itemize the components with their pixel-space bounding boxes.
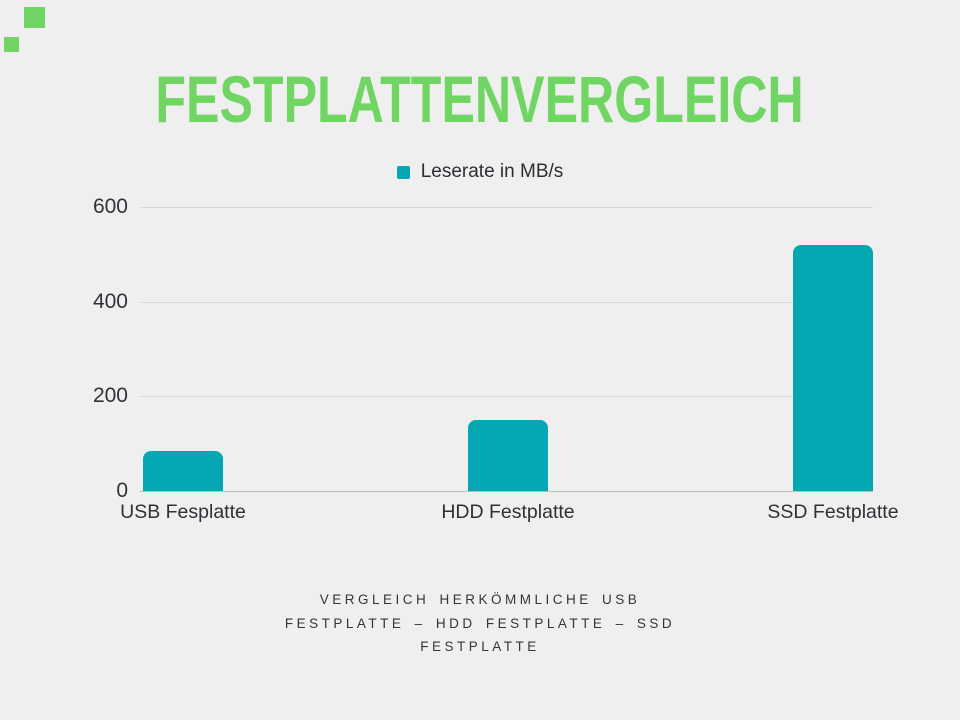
bar-usb-fesplatte [143, 450, 223, 491]
caption: VERGLEICH HERKÖMMLICHE USB FESTPLATTE – … [0, 588, 960, 659]
gridline-0 [140, 491, 873, 492]
gridline-200 [140, 396, 873, 398]
x-tick-label-hdd-festplatte: HDD Festplatte [441, 501, 575, 523]
chart-title-text: FESTPLATTENVERGLEICH [155, 62, 805, 136]
legend-label: Leserate in MB/s [420, 161, 564, 182]
x-tick-label-usb-fesplatte: USB Fesplatte [120, 501, 246, 523]
accent-square-small [4, 37, 19, 52]
accent-square-large [24, 7, 45, 28]
y-tick-label-400: 400 [92, 289, 128, 313]
gridline-400 [140, 301, 873, 303]
y-tick-label-600: 600 [92, 195, 128, 218]
plot-area: 0 200 400 600 USB Fesplatte HDD Festplatte SSD… [93, 196, 899, 524]
gridline-600 [140, 207, 873, 208]
bar-hdd-festplatte [468, 420, 548, 491]
y-tick-label-200: 200 [92, 384, 128, 408]
y-tick-label-0: 0 [116, 479, 128, 502]
caption-line-3: FESTPLATTE [420, 639, 540, 654]
x-tick-label-ssd-festplatte: SSD Festplatte [767, 501, 899, 523]
bar-ssd-festplatte [793, 244, 873, 491]
caption-line-1: VERGLEICH HERKÖMMLICHE USB [319, 592, 641, 607]
caption-line-2: FESTPLATTE – HDD FESTPLATTE – SSD [284, 615, 676, 631]
legend-swatch-icon [396, 165, 410, 179]
legend: Leserate in MB/s [0, 161, 960, 183]
chart-title: FESTPLATTENVERGLEICH [0, 66, 960, 132]
